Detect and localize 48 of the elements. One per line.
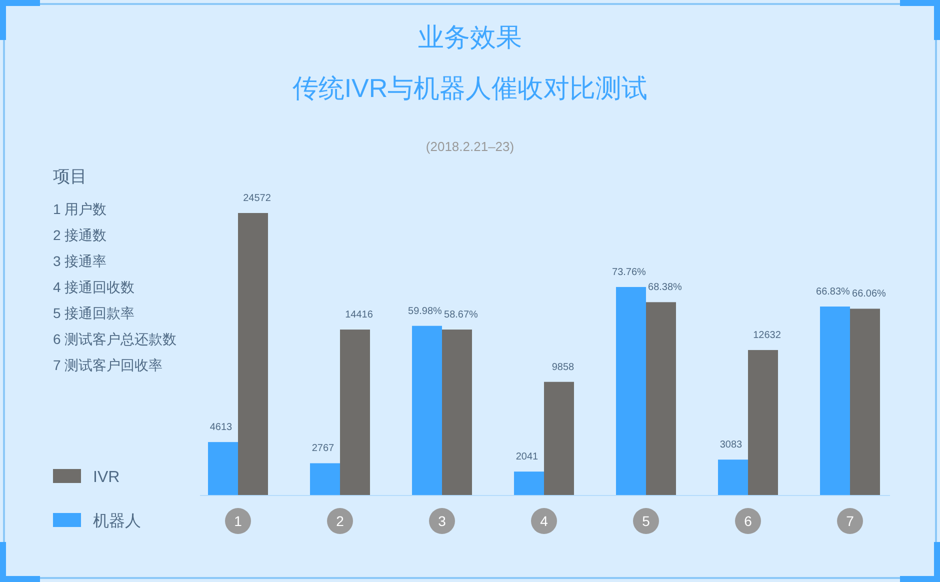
data-label: 66.06%: [852, 288, 886, 300]
data-label: 66.83%: [816, 286, 850, 298]
data-label: 4613: [210, 422, 233, 434]
data-label: 73.76%: [612, 266, 646, 278]
bar: [238, 213, 268, 495]
chart-subtitle: 传统IVR与机器人催收对比测试: [292, 73, 648, 103]
data-label: 12632: [753, 330, 782, 342]
text: 2 接通数: [53, 227, 107, 243]
bar: [718, 460, 748, 495]
text: 4 接通回收数: [53, 279, 135, 295]
bar: [646, 302, 676, 495]
data-label: 3083: [720, 440, 743, 451]
data-label: 2041: [516, 452, 539, 463]
text: 项目: [53, 167, 87, 186]
bar: [208, 442, 238, 495]
data-label: 68.38%: [648, 282, 682, 294]
legend-label: 机器人: [93, 512, 141, 530]
data-label: 24572: [243, 193, 272, 204]
bar: [442, 330, 472, 495]
bar: [514, 472, 544, 495]
text: (2018.2.21–23): [426, 139, 514, 154]
text: 3 接通率: [53, 253, 107, 269]
data-label: 9858: [552, 362, 575, 373]
data-label: 2767: [312, 443, 335, 454]
bar: [616, 286, 646, 495]
bar: [850, 308, 880, 495]
bar: [412, 326, 442, 495]
data-label: 14416: [345, 310, 374, 321]
x-tick-label: 7: [846, 513, 854, 529]
text: 6 测试客户总还款数: [53, 331, 177, 347]
x-tick-label: 2: [336, 513, 344, 529]
x-tick-label: 4: [540, 513, 548, 529]
bar: [544, 382, 574, 495]
x-tick-label: 6: [744, 513, 752, 529]
legend-label: IVR: [93, 469, 120, 486]
data-label: 59.98%: [408, 306, 442, 317]
bar: [820, 306, 850, 495]
bar: [340, 330, 370, 495]
x-tick-label: 3: [438, 513, 446, 529]
chart-title: 业务效果: [418, 22, 522, 52]
x-tick-label: 5: [642, 513, 650, 529]
text: 7 测试客户回收率: [53, 357, 163, 373]
bar: [310, 463, 340, 495]
data-label: 58.67%: [444, 310, 478, 321]
bar: [748, 350, 778, 495]
x-tick-label: 1: [234, 513, 242, 529]
text: 5 接通回款率: [53, 305, 135, 321]
text: 1 用户数: [53, 201, 107, 217]
